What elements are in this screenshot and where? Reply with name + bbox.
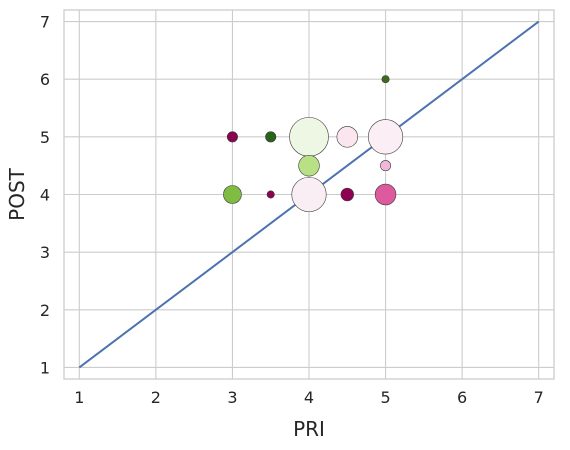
tick-labels: 1 2 3 4 5 6 7 1 2 3 4 5 6 7 [40,13,544,407]
data-point [291,176,327,213]
data-point [266,190,275,199]
data-point [336,126,358,148]
y-tick-label: 5 [40,128,50,147]
data-point [289,117,329,157]
y-axis-label: POST [5,167,29,220]
data-point [223,185,242,204]
y-tick-label: 1 [40,358,50,377]
x-tick-label: 7 [534,388,544,407]
data-point [226,131,238,143]
data-point [374,183,397,206]
y-tick-label: 7 [40,13,50,32]
x-tick-label: 5 [380,388,390,407]
x-tick-label: 2 [151,388,161,407]
x-tick-label: 1 [74,388,84,407]
plot-frame [63,9,555,380]
y-tick-label: 4 [40,186,50,205]
data-point [381,75,390,84]
y-tick-label: 6 [40,70,50,89]
x-axis-label: PRI [293,417,325,441]
x-tick-label: 4 [304,388,314,407]
data-point [265,131,277,143]
data-point [298,154,320,177]
y-tick-label: 2 [40,301,50,320]
data-point [340,187,354,202]
data-point [380,160,392,172]
bubble-layer [223,75,404,213]
x-tick-label: 6 [457,388,467,407]
data-point [368,119,404,155]
y-tick-label: 3 [40,243,50,262]
x-tick-label: 3 [227,388,237,407]
